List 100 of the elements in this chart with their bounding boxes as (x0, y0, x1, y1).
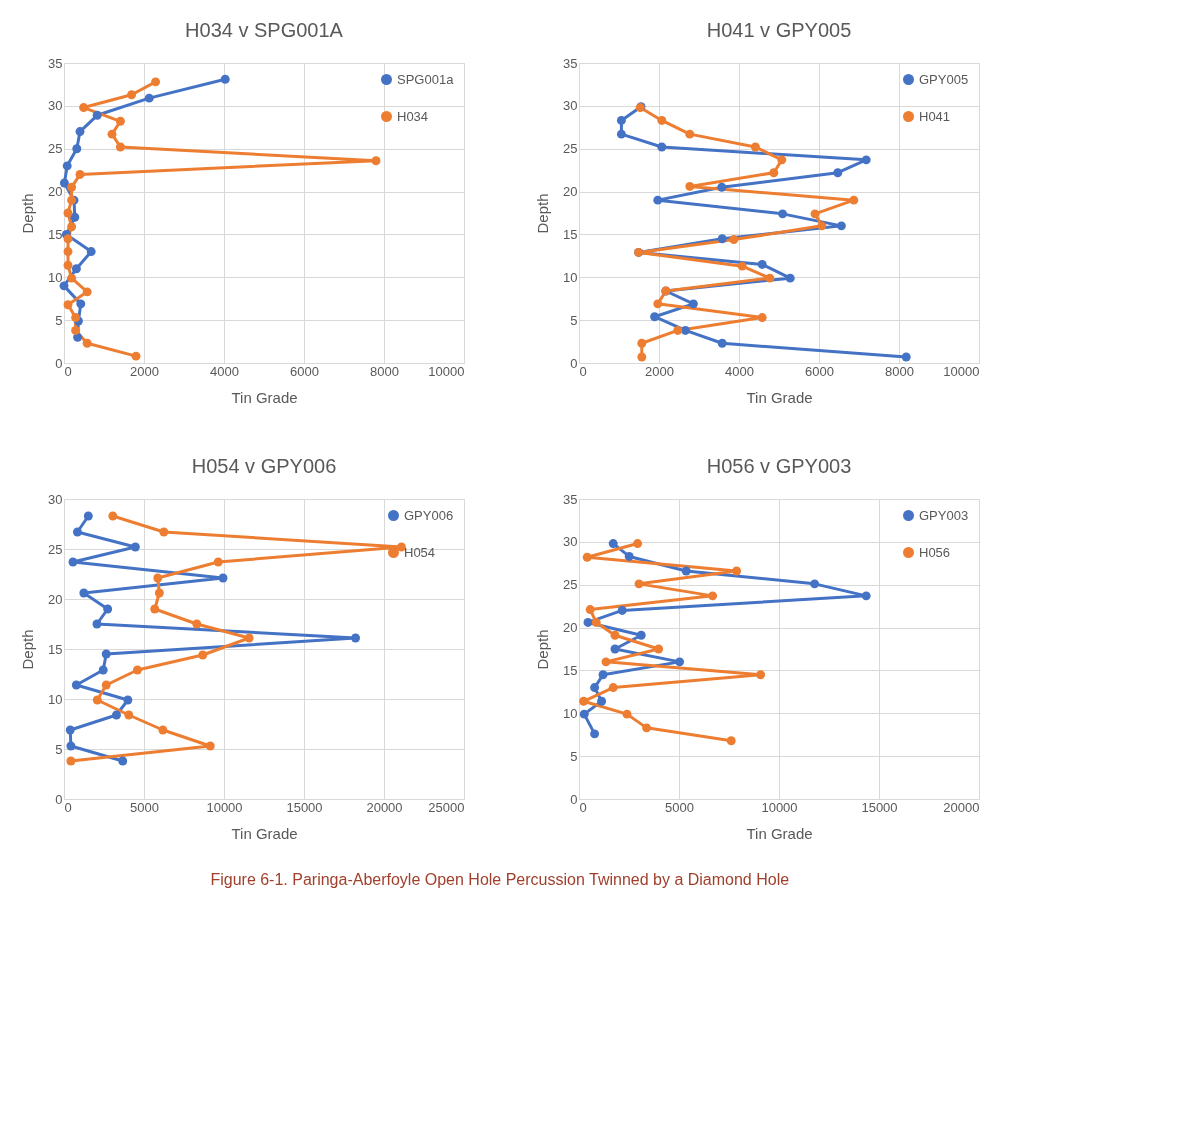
point (617, 605, 627, 615)
y-tick-label: 20 (48, 184, 63, 200)
point (153, 573, 163, 583)
point (127, 90, 137, 100)
point (765, 273, 775, 283)
x-tick-label: 20000 (366, 799, 403, 815)
point (737, 261, 747, 271)
point (82, 287, 92, 297)
y-tick-label: 10 (563, 269, 578, 285)
point (675, 657, 685, 667)
point (68, 557, 78, 567)
y-tick-label: 25 (48, 541, 63, 557)
y-tick-label: 25 (563, 577, 578, 593)
point (59, 281, 69, 291)
point (717, 182, 727, 192)
x-tick-label: 20000 (943, 799, 980, 815)
point (75, 127, 85, 137)
point (115, 116, 125, 126)
y-tick-label: 35 (563, 491, 578, 507)
point (729, 235, 739, 245)
point (624, 551, 634, 561)
point (810, 209, 820, 219)
x-tick-label: 4000 (210, 363, 239, 379)
y-tick-label: 10 (48, 269, 63, 285)
y-tick-label: 15 (563, 662, 578, 678)
y-tick-label: 20 (563, 620, 578, 636)
point (63, 300, 73, 310)
point (92, 619, 102, 629)
point (590, 729, 600, 739)
point (86, 247, 96, 257)
y-tick-label: 25 (563, 141, 578, 157)
point (159, 527, 169, 537)
y-axis-title: Depth (534, 193, 552, 234)
point (101, 680, 111, 690)
point (103, 604, 113, 614)
point (72, 527, 82, 537)
x-tick-label: 15000 (286, 799, 323, 815)
point (590, 683, 600, 693)
chart-title: H054 v GPY006 (191, 455, 337, 477)
x-axis-title: Tin Grade (231, 388, 298, 406)
point (118, 756, 128, 766)
y-tick-label: 30 (563, 98, 578, 114)
y-tick-label: 5 (55, 312, 63, 328)
point (688, 299, 698, 309)
y-axis-title: Depth (19, 193, 37, 234)
point (101, 649, 111, 659)
point (657, 115, 667, 125)
y-tick-label: 5 (570, 312, 578, 328)
x-tick-label: 10000 (761, 799, 798, 815)
x-tick-label: 5000 (665, 799, 694, 815)
point (817, 221, 827, 231)
point (76, 299, 86, 309)
point (717, 338, 727, 348)
point (131, 351, 141, 361)
x-tick-label: 4000 (725, 363, 754, 379)
point (67, 273, 77, 283)
x-tick-label: 10000 (943, 363, 980, 379)
point (198, 650, 208, 660)
point (585, 605, 595, 615)
x-tick-label: 2000 (130, 363, 159, 379)
point (92, 695, 102, 705)
point (673, 325, 683, 335)
legend-label: SPG001a (397, 71, 455, 87)
point (756, 670, 766, 680)
x-tick-label: 6000 (805, 363, 834, 379)
point (833, 168, 843, 178)
x-tick-label: 6000 (290, 363, 319, 379)
point (861, 155, 871, 165)
point (63, 260, 73, 270)
point (66, 756, 76, 766)
point (597, 696, 607, 706)
point (726, 736, 736, 746)
point (680, 325, 690, 335)
y-axis-title: Depth (534, 629, 552, 670)
x-tick-label: 10000 (428, 363, 465, 379)
point (637, 352, 647, 362)
point (158, 725, 168, 735)
y-tick-label: 15 (48, 226, 63, 242)
point (653, 195, 663, 205)
point (598, 670, 608, 680)
point (579, 709, 589, 719)
point (71, 325, 81, 335)
point (583, 617, 593, 627)
point (642, 723, 652, 733)
legend-label: H041 (919, 108, 951, 124)
point (616, 129, 626, 139)
point (63, 234, 73, 244)
point (220, 74, 230, 84)
point (62, 161, 72, 171)
point (130, 542, 140, 552)
point (205, 741, 215, 751)
y-tick-label: 5 (55, 741, 63, 757)
point (371, 156, 381, 166)
x-tick-label: 10000 (206, 799, 243, 815)
point (71, 680, 81, 690)
point (633, 539, 643, 549)
chart-title: H056 v GPY003 (706, 455, 852, 477)
point (610, 630, 620, 640)
y-axis-title: Depth (19, 629, 37, 670)
point (717, 234, 727, 244)
